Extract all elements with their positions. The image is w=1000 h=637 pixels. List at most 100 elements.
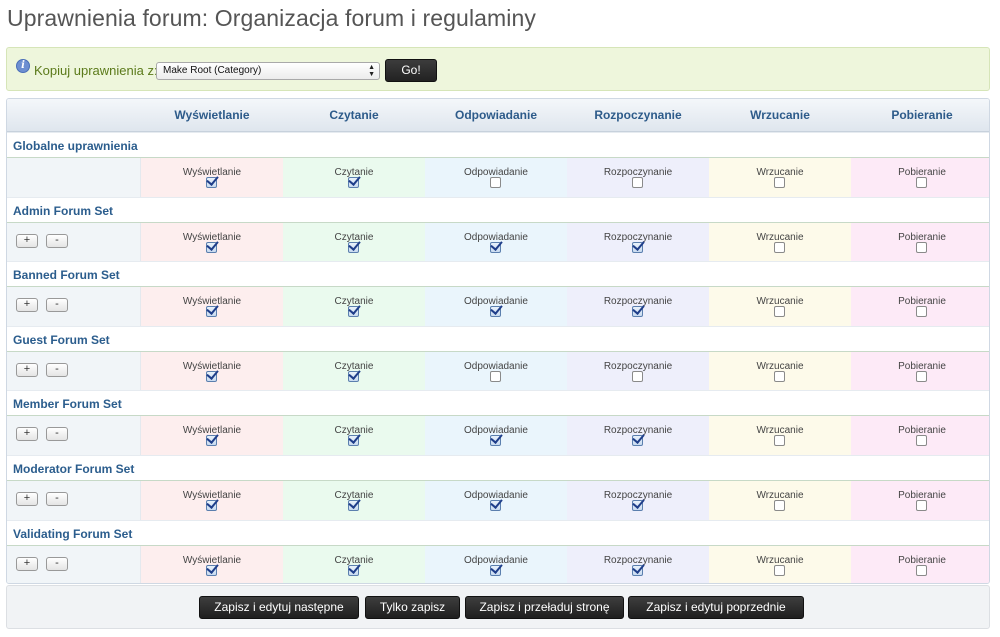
permission-cell: Wrzucanie xyxy=(709,158,851,197)
permission-checkbox[interactable] xyxy=(916,241,927,253)
permission-checkbox[interactable] xyxy=(490,564,501,576)
collapse-group-button[interactable]: - xyxy=(46,233,68,248)
permission-checkbox[interactable] xyxy=(348,564,359,576)
group-name: Globalne uprawnienia xyxy=(13,139,138,153)
permission-cell: Czytanie xyxy=(283,481,425,520)
group-name: Member Forum Set xyxy=(13,397,122,412)
permission-label: Wrzucanie xyxy=(756,167,804,178)
copy-permissions-bar: i Kopiuj uprawnienia z: Make Root (Categ… xyxy=(6,47,990,91)
group-title-row: Guest Forum Set xyxy=(7,325,989,351)
column-header: Rozpoczynanie xyxy=(594,108,682,122)
permission-checkbox[interactable] xyxy=(206,370,217,382)
permission-checkbox[interactable] xyxy=(348,241,359,253)
permission-cell: Rozpoczynanie xyxy=(567,287,709,327)
group-permissions-row: +-WyświetlanieCzytanieOdpowiadanieRozpoc… xyxy=(7,286,989,327)
permission-checkbox[interactable] xyxy=(632,435,643,447)
permission-label: Odpowiadanie xyxy=(464,167,528,178)
save-and-reload-button[interactable]: Zapisz i przeładuj stronę xyxy=(465,596,624,619)
group-permissions-row: +- Wyświetlanie Czytanie Odpowiadanie Rozpoc… xyxy=(7,350,989,391)
permission-checkbox[interactable] xyxy=(490,241,501,253)
permission-cell: Odpowiadanie xyxy=(425,416,567,456)
permission-cell: Odpowiadanie xyxy=(425,158,567,197)
permission-checkbox[interactable] xyxy=(774,370,785,382)
permission-label: Odpowiadanie xyxy=(464,360,528,372)
permission-label: Odpowiadanie xyxy=(464,231,528,243)
permission-checkbox[interactable] xyxy=(774,564,785,576)
permission-label: Rozpoczynanie xyxy=(603,167,673,178)
permission-label: Wrzucanie xyxy=(756,231,804,243)
permission-checkbox[interactable] xyxy=(490,306,501,318)
collapse-group-button[interactable]: - xyxy=(46,556,68,571)
permission-checkbox[interactable] xyxy=(916,500,927,511)
group-permissions-row: +-WyświetlanieCzytanieOdpowiadanieRozpoc… xyxy=(7,480,989,520)
permission-checkbox[interactable] xyxy=(774,177,785,188)
collapse-group-button[interactable]: - xyxy=(46,362,68,377)
save-only-button[interactable]: Tylko zapisz xyxy=(365,596,460,619)
permission-checkbox[interactable] xyxy=(632,500,643,511)
permission-cell: Rozpoczynanie xyxy=(567,351,709,391)
save-and-edit-previous-button[interactable]: Zapisz i edytuj poprzednie xyxy=(628,596,804,619)
permission-checkbox[interactable] xyxy=(206,500,217,511)
save-and-edit-next-button[interactable]: Zapisz i edytuj następne xyxy=(199,596,359,619)
expand-group-button[interactable]: + xyxy=(16,427,38,442)
group-title-row: Globalne uprawnienia xyxy=(7,132,989,157)
permission-checkbox[interactable] xyxy=(632,306,643,318)
permission-checkbox[interactable] xyxy=(490,500,501,511)
permission-label: Czytanie xyxy=(334,360,374,372)
permission-checkbox[interactable] xyxy=(206,241,217,253)
permission-checkbox[interactable] xyxy=(916,564,927,576)
permission-checkbox[interactable] xyxy=(206,435,217,447)
expand-group-button[interactable]: + xyxy=(16,298,38,313)
permission-checkbox[interactable] xyxy=(774,435,785,447)
group-controls-cell: + - xyxy=(7,416,141,456)
permission-checkbox[interactable] xyxy=(632,177,643,188)
permission-checkbox[interactable] xyxy=(632,370,643,382)
copy-source-select[interactable]: Make Root (Category) ▲ ▼ xyxy=(156,62,380,80)
permission-label: Wrzucanie xyxy=(756,554,804,566)
expand-group-button[interactable]: + xyxy=(16,492,38,506)
group-name: Moderator Forum Set xyxy=(13,462,135,476)
permission-checkbox[interactable] xyxy=(348,435,359,447)
permission-checkbox[interactable] xyxy=(774,500,785,511)
permission-cell: Pobieranie xyxy=(851,287,989,327)
permission-cell: Wyświetlanie xyxy=(141,158,283,197)
permission-checkbox[interactable] xyxy=(916,177,927,188)
group-controls-cell xyxy=(7,158,141,197)
permission-checkbox[interactable] xyxy=(774,306,785,318)
permission-checkbox[interactable] xyxy=(490,177,501,188)
permission-checkbox[interactable] xyxy=(916,370,927,382)
collapse-group-button[interactable]: - xyxy=(46,492,68,506)
permission-checkbox[interactable] xyxy=(916,306,927,318)
go-button[interactable]: Go! xyxy=(385,59,437,82)
permission-checkbox[interactable] xyxy=(490,370,501,382)
permission-checkbox[interactable] xyxy=(490,435,501,447)
permission-cell: Pobieranie xyxy=(851,416,989,456)
permission-cell: Wrzucanie xyxy=(709,351,851,391)
permission-cell: Czytanie xyxy=(283,351,425,391)
permission-checkbox[interactable] xyxy=(632,564,643,576)
permission-checkbox[interactable] xyxy=(206,564,217,576)
permission-checkbox[interactable] xyxy=(348,500,359,511)
permission-checkbox[interactable] xyxy=(632,241,643,253)
permission-checkbox[interactable] xyxy=(348,370,359,382)
permission-checkbox[interactable] xyxy=(348,177,359,188)
expand-group-button[interactable]: + xyxy=(16,556,38,571)
permission-checkbox[interactable] xyxy=(774,241,785,253)
permission-label: Pobieranie xyxy=(898,296,946,308)
expand-group-button[interactable]: + xyxy=(16,362,38,377)
group-name: Validating Forum Set xyxy=(13,526,133,541)
permission-checkbox[interactable] xyxy=(348,306,359,318)
column-header: Odpowiadanie xyxy=(454,108,537,122)
collapse-group-button[interactable]: - xyxy=(46,298,68,313)
collapse-group-button[interactable]: - xyxy=(46,427,68,442)
permission-label: Wyświetlanie xyxy=(182,360,242,372)
permission-cell: Wyświetlanie xyxy=(141,351,283,391)
expand-group-button[interactable]: + xyxy=(16,233,38,248)
permission-checkbox[interactable] xyxy=(206,306,217,318)
permission-checkbox[interactable] xyxy=(206,177,217,188)
permission-checkbox[interactable] xyxy=(916,435,927,447)
permission-cell: Rozpoczynanie xyxy=(567,545,709,583)
group-name: Guest Forum Set xyxy=(13,332,110,347)
